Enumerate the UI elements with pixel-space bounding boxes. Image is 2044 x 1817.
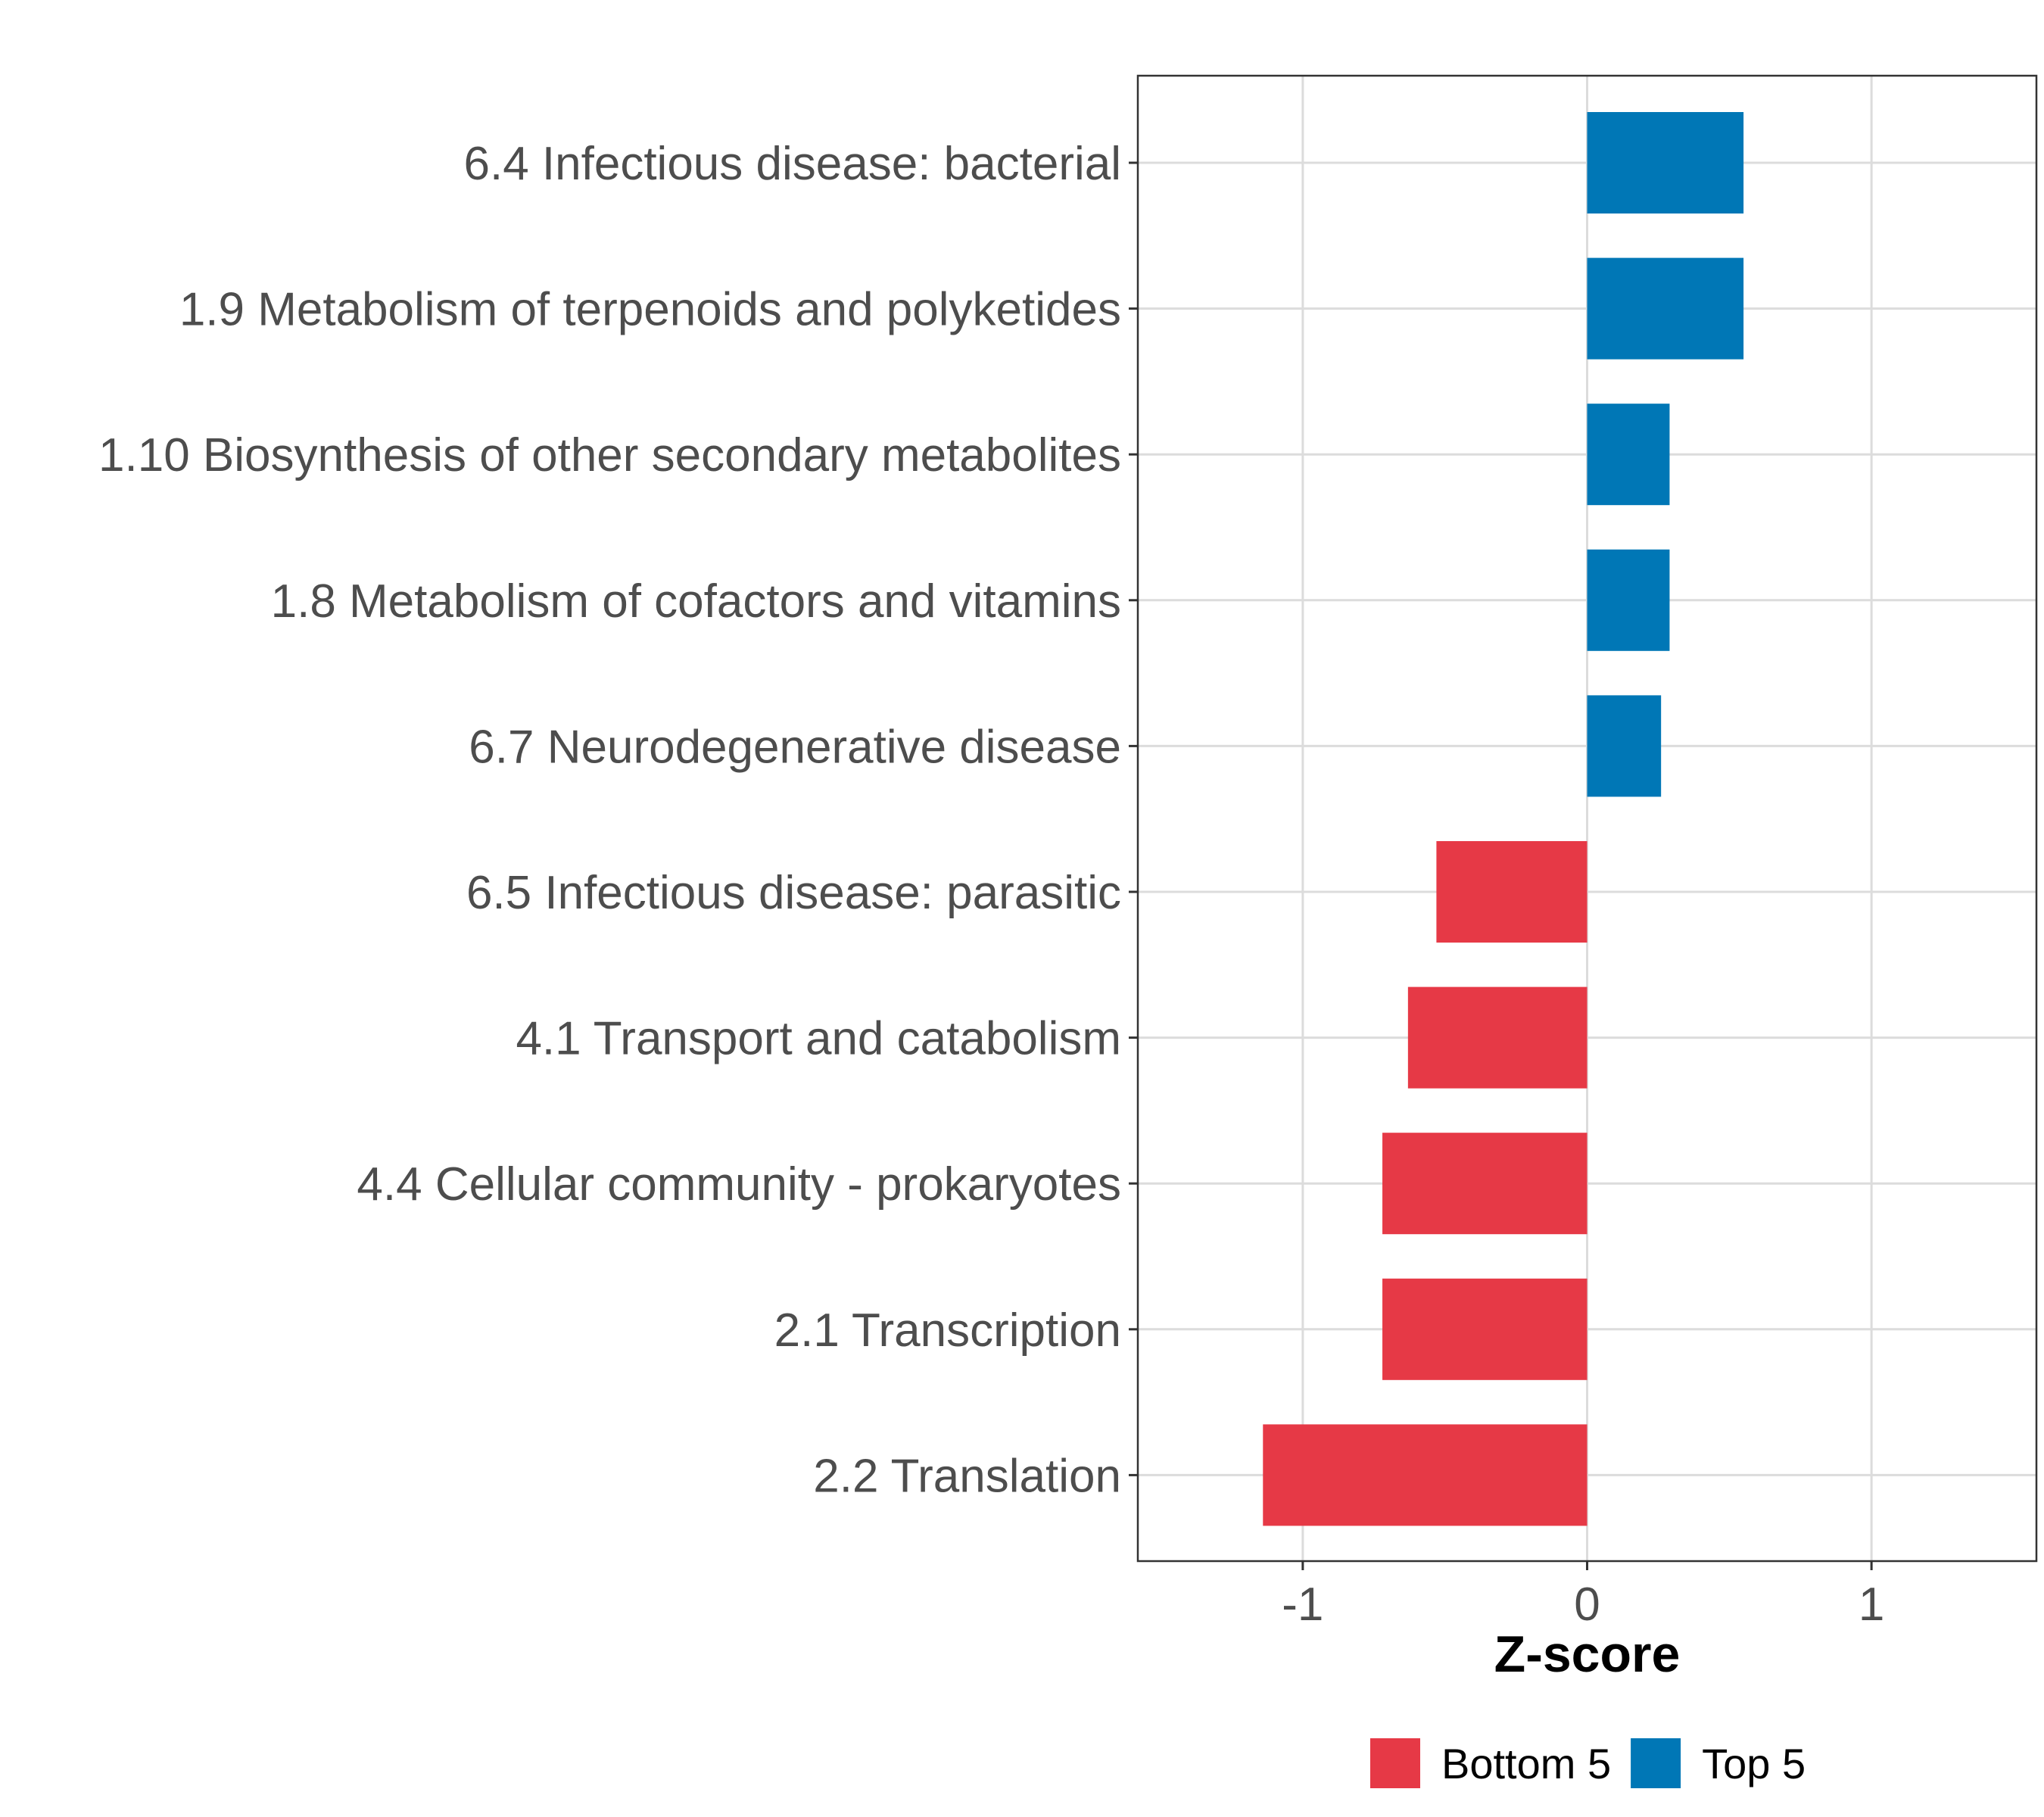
- legend-label: Top 5: [1702, 1740, 1806, 1787]
- x-tick-label: 1: [1859, 1579, 1884, 1631]
- bar: [1382, 1278, 1588, 1380]
- category-label: 2.1 Transcription: [774, 1304, 1121, 1357]
- legend: Bottom 5 Top 5: [1370, 1738, 1806, 1788]
- bar: [1587, 112, 1744, 213]
- x-axis: -1 0 1: [1282, 1561, 1884, 1631]
- category-label: 6.5 Infectious disease: parasitic: [466, 867, 1121, 919]
- bar: [1436, 841, 1588, 943]
- legend-label: Bottom 5: [1441, 1740, 1611, 1787]
- bar: [1587, 549, 1670, 651]
- x-tick-label: 0: [1574, 1579, 1600, 1631]
- legend-key: [1370, 1738, 1420, 1788]
- bar: [1587, 257, 1744, 360]
- bar: [1587, 404, 1670, 506]
- x-axis-title: Z-score: [1494, 1625, 1681, 1683]
- category-label: 1.8 Metabolism of cofactors and vitamins: [271, 575, 1121, 628]
- category-label: 2.2 Translation: [813, 1450, 1121, 1502]
- category-label: 4.4 Cellular community - prokaryotes: [357, 1158, 1121, 1211]
- category-label: 6.4 Infectious disease: bacterial: [463, 138, 1121, 190]
- bar: [1407, 986, 1588, 1089]
- bar: [1382, 1133, 1588, 1235]
- bar: [1263, 1424, 1588, 1526]
- category-label: 1.10 Biosynthesis of other secondary met…: [98, 429, 1121, 482]
- bar-layer: [1263, 112, 1744, 1526]
- x-tick-label: -1: [1282, 1579, 1323, 1631]
- category-label: 4.1 Transport and catabolism: [516, 1013, 1121, 1065]
- category-label: 1.9 Metabolism of terpenoids and polyket…: [179, 284, 1121, 336]
- legend-key: [1631, 1738, 1681, 1788]
- bar: [1587, 695, 1662, 797]
- category-label: 6.7 Neurodegenerative disease: [469, 721, 1121, 773]
- y-axis: 6.4 Infectious disease: bacterial 1.9 Met…: [98, 138, 1138, 1502]
